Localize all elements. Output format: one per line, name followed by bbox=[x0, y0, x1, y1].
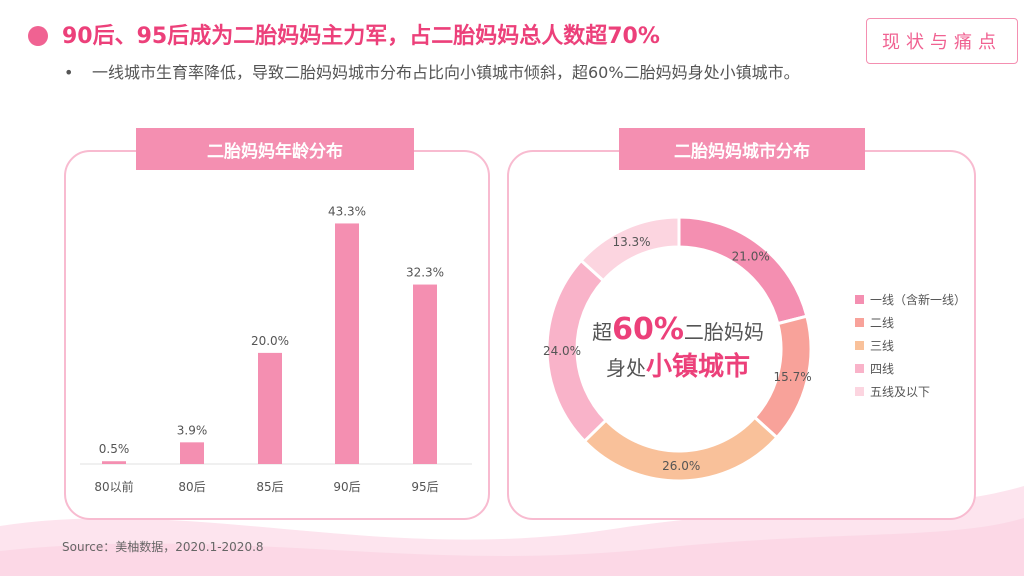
slice-value-label: 26.0% bbox=[662, 459, 700, 473]
city-panel-header: 二胎妈妈城市分布 bbox=[619, 128, 865, 170]
donut-center-line1: 超60%二胎妈妈 bbox=[583, 312, 773, 350]
bar-value-label: 0.5% bbox=[99, 442, 130, 456]
bar bbox=[258, 352, 282, 464]
legend-swatch bbox=[855, 364, 864, 373]
donut-center-percent: 60% bbox=[612, 312, 684, 347]
slice-value-label: 21.0% bbox=[732, 250, 770, 264]
legend-label: 三线 bbox=[870, 339, 895, 353]
bar bbox=[335, 223, 359, 464]
legend-label: 二线 bbox=[870, 316, 895, 330]
donut-slice bbox=[677, 215, 809, 326]
legend-swatch bbox=[855, 341, 864, 350]
legend-item: 一线（含新一线） bbox=[855, 288, 966, 311]
legend-item: 四线 bbox=[855, 357, 966, 380]
legend-item: 二线 bbox=[855, 311, 966, 334]
donut-center-line2-pre: 身处 bbox=[605, 356, 646, 380]
legend-swatch bbox=[855, 387, 864, 396]
slice-value-label: 24.0% bbox=[543, 344, 581, 358]
bar bbox=[102, 461, 126, 464]
x-tick-label: 90后 bbox=[333, 480, 360, 494]
background-wave bbox=[0, 486, 1024, 576]
bar-value-label: 3.9% bbox=[177, 423, 208, 437]
page-title: 90后、95后成为二胎妈妈主力军，占二胎妈妈总人数超70% bbox=[62, 24, 660, 49]
legend-label: 五线及以下 bbox=[870, 385, 931, 399]
legend-label: 一线（含新一线） bbox=[870, 293, 967, 307]
summary-text: 一线城市生育率降低，导致二胎妈妈城市分布占比向小镇城市倾斜，超60%二胎妈妈身处… bbox=[92, 63, 800, 82]
legend-swatch bbox=[855, 318, 864, 327]
title-bullet-dot bbox=[28, 26, 48, 46]
slice-value-label: 15.7% bbox=[774, 370, 812, 384]
age-panel-header: 二胎妈妈年龄分布 bbox=[136, 128, 414, 170]
legend-label: 四线 bbox=[870, 362, 895, 376]
bar-value-label: 20.0% bbox=[251, 334, 289, 348]
section-tag: 现状与痛点 bbox=[866, 18, 1018, 64]
city-panel-title: 二胎妈妈城市分布 bbox=[674, 141, 810, 162]
city-legend: 一线（含新一线） 二线三线四线五线及以下 bbox=[855, 288, 966, 403]
source-note: Source：美柚数据，2020.1-2020.8 bbox=[62, 540, 264, 554]
donut-center-pre: 超 bbox=[592, 320, 613, 344]
section-tag-label: 现状与痛点 bbox=[882, 32, 1002, 53]
donut-center-text: 超60%二胎妈妈 身处小镇城市 bbox=[583, 312, 773, 385]
donut-center-line2: 身处小镇城市 bbox=[583, 350, 773, 385]
age-bar-chart: 0.5% 80以前 3.9% 80后 20.0% 85后 43.3% 90后 32.3% 95后 bbox=[80, 204, 472, 494]
bar bbox=[413, 284, 437, 464]
donut-slice bbox=[578, 215, 681, 283]
legend-item: 三线 bbox=[855, 334, 966, 357]
age-panel-title: 二胎妈妈年龄分布 bbox=[207, 141, 343, 162]
x-tick-label: 80以前 bbox=[94, 479, 133, 494]
legend-swatch bbox=[855, 295, 864, 304]
x-tick-label: 95后 bbox=[411, 480, 438, 494]
slice-value-label: 13.3% bbox=[612, 235, 650, 249]
donut-center-highlight: 小镇城市 bbox=[645, 352, 750, 382]
bar bbox=[180, 442, 204, 464]
summary-bullet: • 一线城市生育率降低，导致二胎妈妈城市分布占比向小镇城市倾斜，超60%二胎妈妈… bbox=[64, 60, 864, 86]
city-donut-chart: 21.0% 15.7% 26.0% 24.0% 13.3% bbox=[543, 215, 813, 483]
bar-value-label: 32.3% bbox=[406, 266, 444, 280]
bar-value-label: 43.3% bbox=[328, 204, 366, 218]
x-tick-label: 85后 bbox=[256, 480, 283, 494]
bullet-mark: • bbox=[64, 63, 74, 82]
legend-item: 五线及以下 bbox=[855, 380, 966, 403]
x-tick-label: 80后 bbox=[178, 480, 205, 494]
donut-center-post: 二胎妈妈 bbox=[683, 320, 764, 344]
